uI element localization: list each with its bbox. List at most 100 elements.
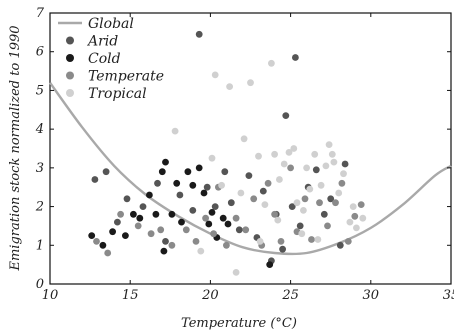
arid-point xyxy=(189,207,197,214)
tropical-point xyxy=(300,207,307,214)
tropical-point xyxy=(349,203,357,211)
arid-point xyxy=(114,218,121,226)
temperate-point xyxy=(277,238,285,245)
tropical-point xyxy=(211,71,219,79)
temperate-point xyxy=(308,236,315,243)
tropical-point xyxy=(285,149,293,156)
arid-point xyxy=(245,172,253,180)
arid-point xyxy=(91,176,99,183)
temperate-point xyxy=(104,249,112,257)
plot-frame xyxy=(49,12,452,285)
arid-point xyxy=(139,203,147,211)
temperate-point xyxy=(271,210,278,218)
legend-temperate-swatch xyxy=(66,71,74,80)
cold-point xyxy=(162,158,169,166)
y-tick-label: 2 xyxy=(35,200,44,215)
tropical-point xyxy=(335,189,343,197)
legend-tropical-swatch xyxy=(66,89,74,97)
x-tick-label: 25 xyxy=(281,288,299,303)
tropical-point xyxy=(247,79,254,87)
cold-point xyxy=(173,179,181,187)
tropical-point xyxy=(290,145,298,152)
legend-arid-label: Arid xyxy=(86,34,118,50)
cold-point xyxy=(200,189,208,197)
tropical-point xyxy=(303,164,310,172)
arid-point xyxy=(227,199,235,207)
tropical-point xyxy=(237,189,245,197)
legend-global-label: Global xyxy=(88,16,134,32)
arid-point xyxy=(327,195,335,203)
x-tick-label: 20 xyxy=(201,288,219,303)
tropical-point xyxy=(280,160,288,168)
arid-point xyxy=(123,195,131,203)
tropical-point xyxy=(353,224,360,232)
temperate-point xyxy=(332,199,339,207)
x-tick-label: 35 xyxy=(443,288,454,303)
tropical-point xyxy=(240,135,248,143)
temperate-point xyxy=(117,210,124,218)
y-tick-label: 0 xyxy=(36,277,44,292)
tropical-point xyxy=(317,181,325,189)
tropical-point xyxy=(208,154,216,162)
tropical-point xyxy=(325,141,333,149)
temperate-point xyxy=(344,238,352,245)
legend-tropical-label: Tropical xyxy=(88,86,147,102)
cold-point xyxy=(130,210,137,218)
x-axis-label: Temperature (°C) xyxy=(181,316,297,331)
tropical-point xyxy=(328,150,336,158)
cold-point xyxy=(195,164,203,172)
arid-point xyxy=(292,54,299,61)
arid-point xyxy=(341,160,349,168)
tropical-point xyxy=(298,230,306,238)
tropical-point xyxy=(311,150,319,158)
tropical-point xyxy=(171,127,179,135)
temperate-point xyxy=(134,222,142,230)
x-tick-label: 10 xyxy=(42,288,59,303)
cold-point xyxy=(109,228,116,236)
arid-point xyxy=(221,168,229,176)
arid-point xyxy=(279,245,286,253)
tropical-point xyxy=(322,162,330,170)
cold-point xyxy=(88,232,96,240)
cold-point xyxy=(168,210,176,218)
tropical-point xyxy=(276,176,283,183)
cold-point xyxy=(122,232,129,240)
arid-point xyxy=(162,238,169,245)
tropical-point xyxy=(346,218,354,226)
arid-point xyxy=(312,166,320,174)
arid-point xyxy=(154,179,161,187)
temperate-point xyxy=(182,226,190,234)
y-axis-label: Emigration stock normalized to 1990 xyxy=(8,25,23,271)
cold-point xyxy=(152,210,160,218)
arid-point xyxy=(296,222,304,230)
arid-point xyxy=(288,203,296,211)
curve-layer xyxy=(49,82,452,256)
tropical-point xyxy=(226,83,234,90)
legend-temperate-label: Temperate xyxy=(88,69,164,85)
arid-point xyxy=(195,30,203,38)
temperate-point xyxy=(242,226,250,234)
y-tick-label: 4 xyxy=(35,122,44,137)
temperate-point xyxy=(168,241,176,249)
temperate-point xyxy=(351,212,359,220)
legend-cold-swatch xyxy=(66,54,74,62)
arid-point xyxy=(320,210,328,218)
tropical-point xyxy=(271,150,278,158)
cold-point xyxy=(146,191,153,199)
x-tick-label: 15 xyxy=(122,288,139,303)
global-curve xyxy=(49,82,452,256)
temperate-point xyxy=(147,230,155,238)
tropical-point xyxy=(274,216,282,224)
temperate-point xyxy=(264,179,272,187)
tropical-point xyxy=(255,152,262,160)
temperate-point xyxy=(357,201,365,209)
legend-cold-label: Cold xyxy=(88,51,121,67)
temperate-point xyxy=(157,226,165,234)
temperate-point xyxy=(324,222,331,230)
tropical-point xyxy=(330,158,338,166)
temperate-point xyxy=(192,238,200,245)
arid-point xyxy=(211,203,219,211)
temperate-point xyxy=(93,238,100,245)
legend-arid-swatch xyxy=(66,36,74,45)
